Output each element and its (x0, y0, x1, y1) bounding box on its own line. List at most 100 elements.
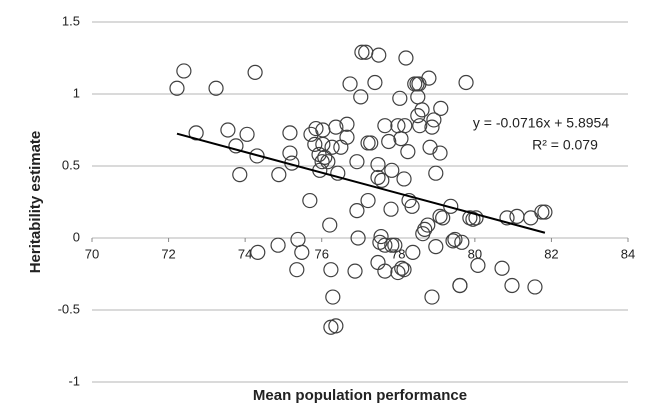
point (392, 90, 408, 106)
point (432, 208, 448, 224)
y-tick-label: 0.5 (62, 157, 80, 172)
point (417, 221, 433, 237)
point (458, 74, 474, 91)
point (410, 107, 426, 124)
point (400, 144, 416, 160)
point (421, 70, 437, 86)
point (384, 237, 400, 253)
point (393, 131, 409, 147)
point (289, 262, 305, 278)
point (396, 171, 412, 187)
point (349, 154, 365, 170)
point (228, 138, 244, 154)
point (282, 125, 298, 141)
x-tick-label: 74 (238, 246, 252, 261)
point (208, 80, 224, 96)
x-axis-title: Mean population performance (253, 387, 467, 404)
point (494, 260, 510, 276)
point (239, 126, 255, 142)
point (433, 100, 449, 117)
point (381, 133, 397, 150)
point (322, 217, 338, 233)
point (328, 119, 344, 135)
point (499, 210, 515, 226)
point (324, 139, 340, 155)
point (323, 319, 339, 335)
point (447, 231, 463, 248)
point (504, 277, 520, 294)
y-tick-label: -1 (68, 373, 80, 388)
x-tick-label: 78 (391, 246, 405, 261)
point (394, 260, 410, 276)
point (317, 149, 333, 165)
x-tick-label: 72 (161, 246, 175, 261)
point (290, 231, 306, 248)
point (370, 156, 386, 173)
point (426, 112, 442, 128)
point (420, 217, 436, 233)
point (307, 136, 323, 152)
trendline (176, 132, 546, 234)
point (534, 204, 550, 220)
point (270, 237, 286, 253)
point (320, 154, 336, 170)
point (358, 44, 374, 60)
point (339, 129, 355, 145)
y-axis-title: Heritability estimate (27, 131, 44, 274)
point (452, 277, 468, 294)
point (435, 210, 451, 226)
point (330, 165, 346, 181)
y-tick-label: 1.5 (62, 13, 80, 28)
point (249, 148, 265, 164)
r-squared: R² = 0.079 (532, 137, 598, 153)
point (176, 63, 192, 79)
point (370, 169, 386, 186)
point (383, 201, 399, 217)
point (465, 211, 481, 227)
point (405, 244, 421, 260)
point (428, 165, 444, 181)
point (396, 262, 412, 278)
point (247, 64, 263, 81)
point (220, 122, 236, 138)
point (232, 167, 248, 183)
point (353, 89, 369, 105)
point (367, 74, 383, 91)
point (384, 162, 400, 178)
point (454, 234, 470, 250)
point (188, 125, 204, 141)
x-tick-label: 70 (85, 246, 99, 261)
point (308, 120, 324, 137)
point (527, 279, 543, 295)
point (398, 50, 414, 66)
point (342, 76, 358, 92)
point (354, 44, 370, 60)
point (302, 192, 318, 209)
point (397, 118, 413, 134)
y-tick-label: 0 (73, 229, 80, 244)
y-tick-label: 1 (73, 85, 80, 100)
point (462, 210, 478, 226)
point (350, 230, 366, 246)
point (445, 233, 461, 249)
point (169, 80, 185, 96)
point (370, 254, 386, 271)
point (347, 263, 363, 279)
point (371, 47, 387, 63)
point (250, 244, 266, 260)
point (374, 172, 390, 188)
point (282, 145, 298, 161)
point (339, 116, 355, 132)
point (325, 289, 341, 305)
point (328, 318, 344, 334)
point (360, 192, 376, 209)
x-tick-label: 80 (468, 246, 482, 261)
point (428, 239, 444, 255)
point (404, 198, 420, 214)
x-tick-label: 84 (621, 246, 635, 261)
point (271, 167, 287, 183)
point (523, 210, 539, 226)
point (412, 118, 428, 134)
point (424, 289, 440, 305)
point (387, 237, 403, 253)
